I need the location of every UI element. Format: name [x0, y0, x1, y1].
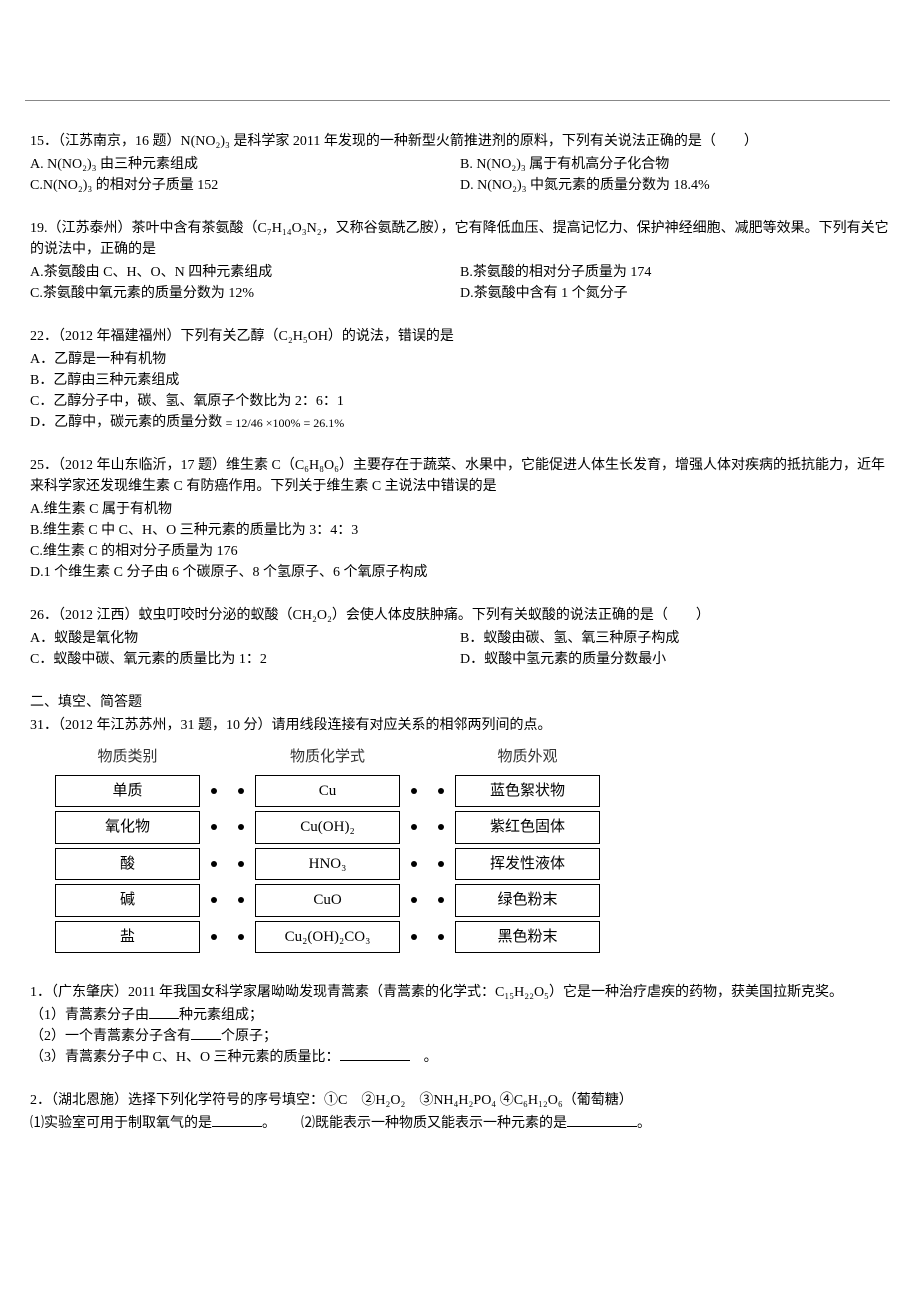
col3-cell-0: 蓝色絮状物: [455, 775, 600, 808]
blank: [212, 1126, 262, 1127]
qhb-subparts: ⑴实验室可用于制取氧气的是 。 ⑵既能表示一种物质又能表示一种元素的是 。: [30, 1113, 890, 1134]
q26-optA: A．蚁酸是氧化物: [30, 628, 460, 649]
col2-cell-1: Cu(OH)₂: [255, 811, 400, 844]
q19-optC: C.茶氨酸中氧元素的质量分数为 12%: [30, 283, 460, 304]
col1-cell-3: 碱: [55, 884, 200, 917]
col2-cell-0: Cu: [255, 775, 400, 808]
q19-optA: A.茶氨酸由 C、H、O、N 四种元素组成: [30, 262, 460, 283]
q15-optC: C.N(NO₂)₃ 的相对分子质量 152: [30, 175, 460, 196]
q22-fraction: = 12/46 ×100% = 26.1%: [226, 414, 345, 432]
q25-optC: C.维生素 C 的相对分子质量为 176: [30, 541, 890, 562]
qgd-p1b: 种元素组成；: [179, 1008, 263, 1023]
matching-col-2: 物质化学式 Cu Cu(OH)₂ HNO₃ CuO Cu₂(OH)₂CO₃: [255, 746, 400, 957]
col2-cell-4: Cu₂(OH)₂CO₃: [255, 921, 400, 954]
qhb-p1: ⑴实验室可用于制取氧气的是 。: [30, 1113, 276, 1134]
qgd-p1: （1）青蒿素分子由 种元素组成；: [30, 1005, 890, 1026]
q22-optD-prefix: D．乙醇中，碳元素的质量分数: [30, 415, 222, 430]
matching-col-1: 物质类别 单质 氧化物 酸 碱 盐: [55, 746, 200, 957]
col3-cell-1: 紫红色固体: [455, 811, 600, 844]
q19-stem: 19.（江苏泰州）茶叶中含有茶氨酸（C₇H₁₄O₃N₂，又称谷氨酰乙胺），它有降…: [30, 218, 890, 260]
matching-col-3: 物质外观 蓝色絮状物 紫红色固体 挥发性液体 绿色粉末 黑色粉末: [455, 746, 600, 957]
qhb-stem: 2．（湖北恩施）选择下列化学符号的序号填空：①C ②H₂O₂ ③NH₄H₂PO₄…: [30, 1090, 890, 1111]
qgd-p3b: 。: [424, 1050, 438, 1065]
question-25: 25．（2012 年山东临沂，17 题）维生素 C（C₆H₈O₆）主要存在于蔬菜…: [30, 455, 890, 583]
col3-cell-3: 绿色粉末: [455, 884, 600, 917]
q25-stem: 25．（2012 年山东临沂，17 题）维生素 C（C₆H₈O₆）主要存在于蔬菜…: [30, 455, 890, 497]
q26-optD: D．蚁酸中氢元素的质量分数最小: [460, 649, 890, 670]
blank: [191, 1039, 221, 1040]
qhb-p1a: ⑴实验室可用于制取氧气的是: [30, 1116, 212, 1131]
col1-cell-4: 盐: [55, 921, 200, 954]
q22-optB: B．乙醇由三种元素组成: [30, 370, 890, 391]
qgd-stem: 1．（广东肇庆）2011 年我国女科学家屠呦呦发现青蒿素（青蒿素的化学式：C₁₅…: [30, 982, 890, 1003]
col1-cell-1: 氧化物: [55, 811, 200, 844]
qgd-p3a: （3）青蒿素分子中 C、H、O 三种元素的质量比：: [30, 1050, 340, 1065]
col1-cell-2: 酸: [55, 848, 200, 881]
col3-cell-4: 黑色粉末: [455, 921, 600, 954]
q15-optD: D. N(NO₂)₃ 中氮元素的质量分数为 18.4%: [460, 175, 890, 196]
q26-optC: C．蚁酸中碳、氧元素的质量比为 1：2: [30, 649, 460, 670]
blank: [567, 1126, 637, 1127]
q31-stem: 31．（2012 年江苏苏州，31 题，10 分）请用线段连接有对应关系的相邻两…: [30, 715, 890, 736]
q19-optD: D.茶氨酸中含有 1 个氮分子: [460, 283, 890, 304]
col1-header: 物质类别: [55, 746, 200, 769]
col2-cell-2: HNO₃: [255, 848, 400, 881]
qhb-p1b: 。: [262, 1116, 276, 1131]
q22-optC: C．乙醇分子中，碳、氢、氧原子个数比为 2：6：1: [30, 391, 890, 412]
q15-optA: A. N(NO₂)₃ 由三种元素组成: [30, 154, 460, 175]
col3-cell-2: 挥发性液体: [455, 848, 600, 881]
qgd-p2b: 个原子；: [221, 1029, 277, 1044]
q19-optB: B.茶氨酸的相对分子质量为 174: [460, 262, 890, 283]
q22-optA: A．乙醇是一种有机物: [30, 349, 890, 370]
blank: [340, 1060, 410, 1061]
q25-optB: B.维生素 C 中 C、H、O 三种元素的质量比为 3：4：3: [30, 520, 890, 541]
matching-diagram: 物质类别 单质 氧化物 酸 碱 盐 物质化学式 Cu Cu(OH)₂ HNO₃ …: [55, 746, 890, 957]
col2-cell-3: CuO: [255, 884, 400, 917]
question-26: 26．（2012 江西）蚊虫叮咬时分泌的蚁酸（CH₂O₂）会使人体皮肤肿痛。下列…: [30, 605, 890, 670]
col1-cell-0: 单质: [55, 775, 200, 808]
qhb-p2: ⑵既能表示一种物质又能表示一种元素的是 。: [301, 1113, 651, 1134]
q25-optA: A.维生素 C 属于有机物: [30, 499, 890, 520]
q25-optD: D.1 个维生素 C 分子由 6 个碳原子、8 个氢原子、6 个氧原子构成: [30, 562, 890, 583]
qgd-p2: （2）一个青蒿素分子含有 个原子；: [30, 1026, 890, 1047]
question-19: 19.（江苏泰州）茶叶中含有茶氨酸（C₇H₁₄O₃N₂，又称谷氨酰乙胺），它有降…: [30, 218, 890, 304]
q22-stem: 22．（2012 年福建福州）下列有关乙醇（C₂H₅OH）的说法，错误的是: [30, 326, 890, 347]
blank: [149, 1018, 179, 1019]
question-gd1: 1．（广东肇庆）2011 年我国女科学家屠呦呦发现青蒿素（青蒿素的化学式：C₁₅…: [30, 982, 890, 1068]
section-2-title: 二、填空、简答题: [30, 692, 890, 713]
question-22: 22．（2012 年福建福州）下列有关乙醇（C₂H₅OH）的说法，错误的是 A．…: [30, 326, 890, 433]
qgd-p2a: （2）一个青蒿素分子含有: [30, 1029, 191, 1044]
q26-stem: 26．（2012 江西）蚊虫叮咬时分泌的蚁酸（CH₂O₂）会使人体皮肤肿痛。下列…: [30, 605, 890, 626]
qgd-p3: （3）青蒿素分子中 C、H、O 三种元素的质量比： 。: [30, 1047, 890, 1068]
q26-optB: B．蚁酸由碳、氢、氧三种原子构成: [460, 628, 890, 649]
qhb-p2a: ⑵既能表示一种物质又能表示一种元素的是: [301, 1116, 567, 1131]
qgd-p1a: （1）青蒿素分子由: [30, 1008, 149, 1023]
q15-optB: B. N(NO₂)₃ 属于有机高分子化合物: [460, 154, 890, 175]
question-31: 31．（2012 年江苏苏州，31 题，10 分）请用线段连接有对应关系的相邻两…: [30, 715, 890, 957]
col2-header: 物质化学式: [255, 746, 400, 769]
question-hb2: 2．（湖北恩施）选择下列化学符号的序号填空：①C ②H₂O₂ ③NH₄H₂PO₄…: [30, 1090, 890, 1134]
qhb-p2b: 。: [637, 1116, 651, 1131]
question-15: 15．（江苏南京，16 题）N(NO₂)₃ 是科学家 2011 年发现的一种新型…: [30, 131, 890, 196]
q15-stem: 15．（江苏南京，16 题）N(NO₂)₃ 是科学家 2011 年发现的一种新型…: [30, 131, 890, 152]
col3-header: 物质外观: [455, 746, 600, 769]
q22-optD: D．乙醇中，碳元素的质量分数 = 12/46 ×100% = 26.1%: [30, 412, 890, 433]
top-rule: [25, 100, 890, 101]
